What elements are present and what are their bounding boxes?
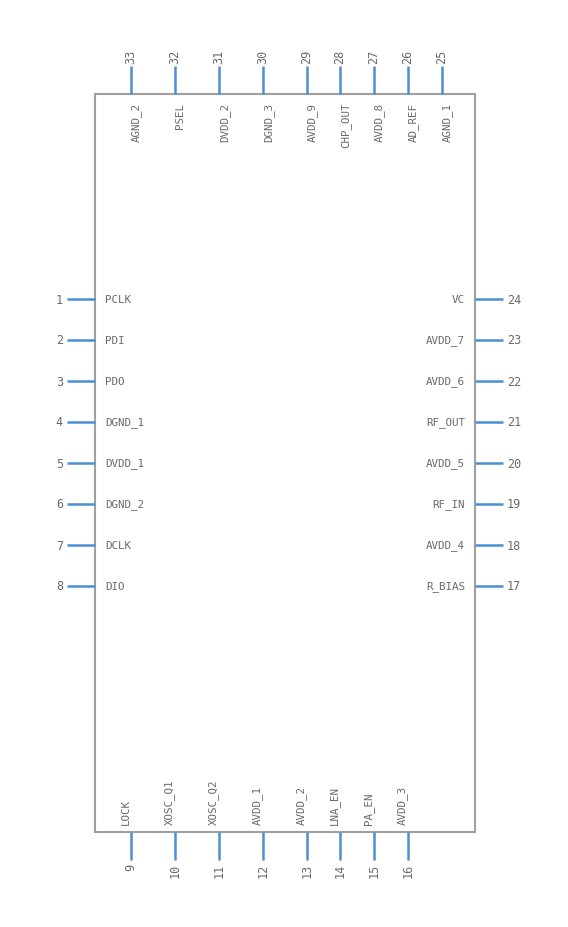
Text: LOCK: LOCK xyxy=(121,798,131,824)
Text: CHP_OUT: CHP_OUT xyxy=(340,103,351,148)
Text: 26: 26 xyxy=(402,50,415,64)
Text: 23: 23 xyxy=(507,334,521,347)
Text: AVDD_1: AVDD_1 xyxy=(252,785,263,824)
Text: DVDD_2: DVDD_2 xyxy=(219,103,230,142)
Text: R_BIAS: R_BIAS xyxy=(426,581,465,591)
Text: 2: 2 xyxy=(56,334,63,347)
Text: 21: 21 xyxy=(507,416,521,429)
Text: RF_OUT: RF_OUT xyxy=(426,417,465,428)
Text: PSEL: PSEL xyxy=(175,103,185,129)
Text: 15: 15 xyxy=(367,863,381,877)
Text: AVDD_9: AVDD_9 xyxy=(307,103,318,142)
Text: PA_EN: PA_EN xyxy=(363,792,374,824)
Text: AGND_2: AGND_2 xyxy=(131,103,142,142)
Text: 30: 30 xyxy=(257,50,269,64)
Text: VC: VC xyxy=(452,295,465,305)
Text: XOSC_Q1: XOSC_Q1 xyxy=(164,779,175,824)
Text: RF_IN: RF_IN xyxy=(432,499,465,510)
Text: AVDD_6: AVDD_6 xyxy=(426,376,465,387)
Text: AGND_1: AGND_1 xyxy=(442,103,453,142)
Text: 33: 33 xyxy=(124,50,137,64)
Text: 9: 9 xyxy=(124,863,137,870)
Text: 28: 28 xyxy=(333,50,346,64)
Text: 19: 19 xyxy=(507,498,521,511)
Text: 13: 13 xyxy=(300,863,314,877)
Text: 32: 32 xyxy=(169,50,182,64)
Text: 22: 22 xyxy=(507,375,521,388)
Text: AVDD_5: AVDD_5 xyxy=(426,458,465,469)
Text: 16: 16 xyxy=(402,863,415,877)
Text: 11: 11 xyxy=(212,863,225,877)
Text: PCLK: PCLK xyxy=(105,295,131,305)
Text: 25: 25 xyxy=(436,50,449,64)
Text: 8: 8 xyxy=(56,580,63,593)
Text: DGND_3: DGND_3 xyxy=(263,103,274,142)
Text: 27: 27 xyxy=(367,50,381,64)
Text: AVDD_2: AVDD_2 xyxy=(296,785,307,824)
Text: 31: 31 xyxy=(212,50,225,64)
Text: PDO: PDO xyxy=(105,376,124,387)
Bar xyxy=(95,95,475,832)
Text: DVDD_1: DVDD_1 xyxy=(105,458,144,469)
Text: 12: 12 xyxy=(257,863,269,877)
Text: 4: 4 xyxy=(56,416,63,429)
Text: 14: 14 xyxy=(333,863,346,877)
Text: AVDD_4: AVDD_4 xyxy=(426,540,465,551)
Text: DGND_1: DGND_1 xyxy=(105,417,144,428)
Text: DGND_2: DGND_2 xyxy=(105,499,144,510)
Text: DCLK: DCLK xyxy=(105,540,131,551)
Text: AVDD_7: AVDD_7 xyxy=(426,336,465,346)
Text: AVDD_3: AVDD_3 xyxy=(397,785,408,824)
Text: 20: 20 xyxy=(507,457,521,470)
Text: 5: 5 xyxy=(56,457,63,470)
Text: 24: 24 xyxy=(507,293,521,306)
Text: AD_REF: AD_REF xyxy=(408,103,419,142)
Text: 29: 29 xyxy=(300,50,314,64)
Text: XOSC_Q2: XOSC_Q2 xyxy=(208,779,219,824)
Text: PDI: PDI xyxy=(105,336,124,346)
Text: 6: 6 xyxy=(56,498,63,511)
Text: 10: 10 xyxy=(169,863,182,877)
Text: 18: 18 xyxy=(507,539,521,552)
Text: DIO: DIO xyxy=(105,581,124,591)
Text: 17: 17 xyxy=(507,580,521,593)
Text: LNA_EN: LNA_EN xyxy=(329,785,340,824)
Text: AVDD_8: AVDD_8 xyxy=(374,103,385,142)
Text: 3: 3 xyxy=(56,375,63,388)
Text: 7: 7 xyxy=(56,539,63,552)
Text: 1: 1 xyxy=(56,293,63,306)
